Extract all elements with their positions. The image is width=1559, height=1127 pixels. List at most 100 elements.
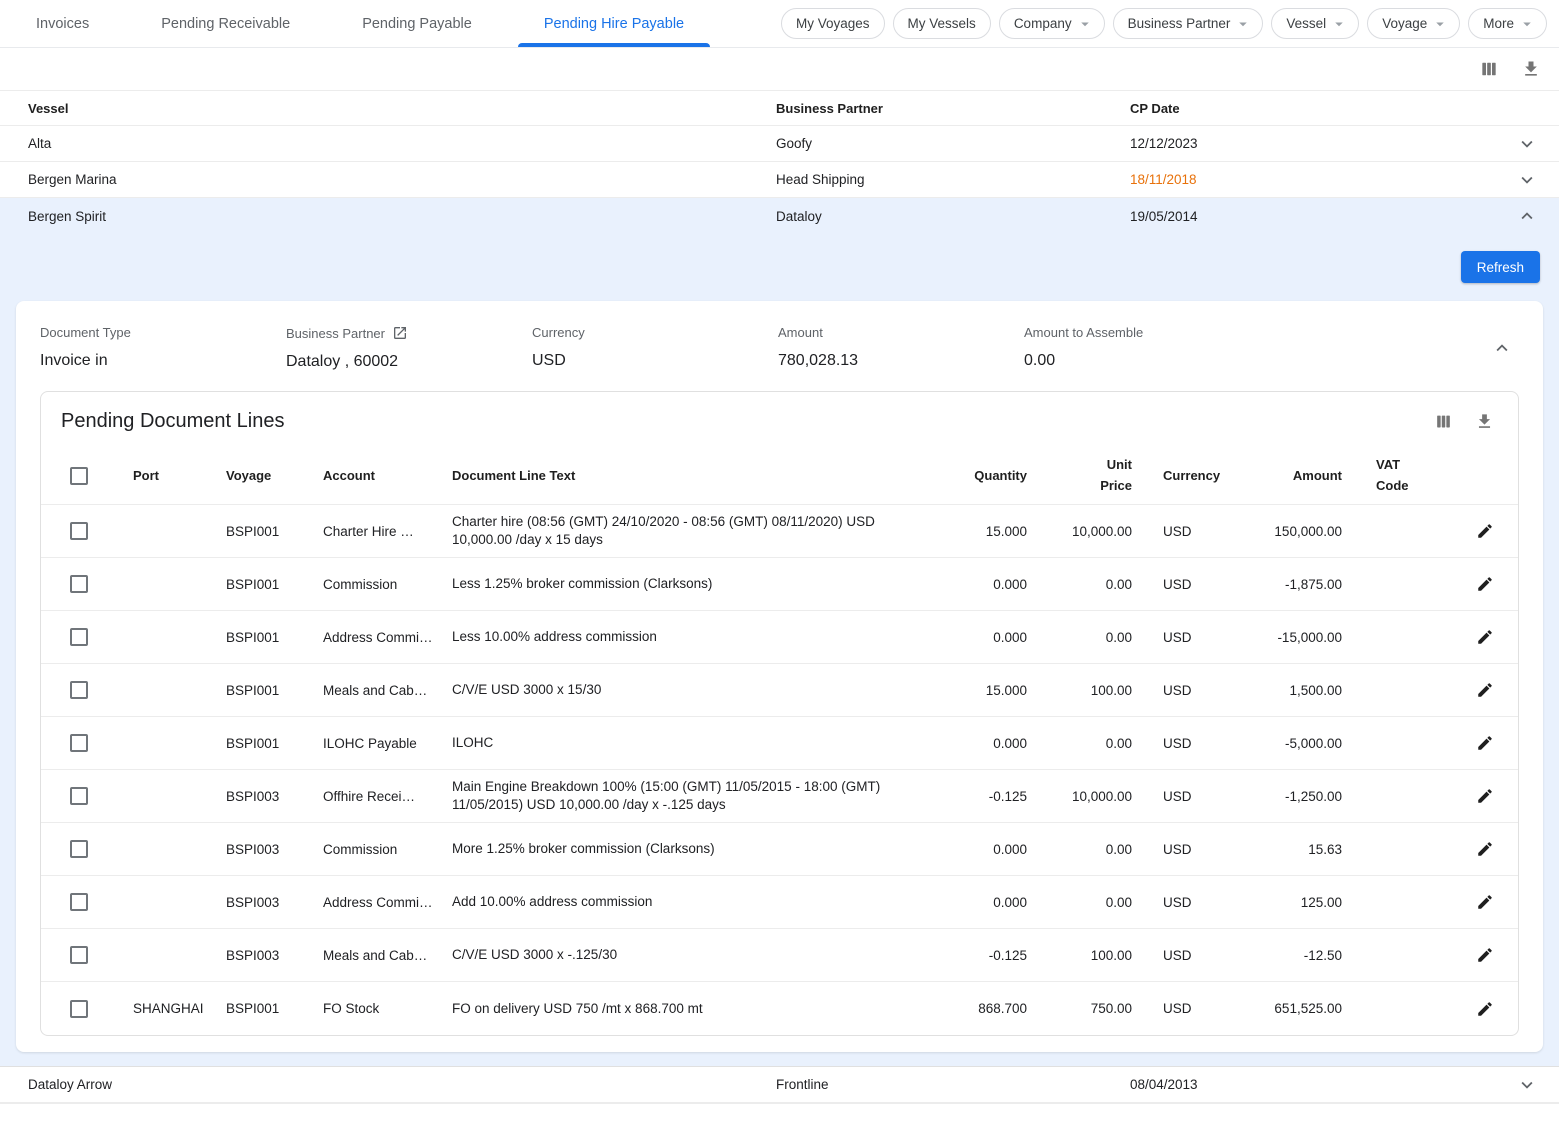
line-unit-price: 750.00 — [1027, 1001, 1132, 1016]
filter-chip-company[interactable]: Company — [999, 8, 1105, 39]
edit-icon[interactable] — [1476, 893, 1494, 911]
line-account: Meals and Cab… — [323, 948, 452, 963]
chevron-down-icon[interactable] — [1495, 1074, 1559, 1096]
line-checkbox[interactable] — [70, 575, 88, 593]
vessel-row-bergen-marina[interactable]: Bergen MarinaHead Shipping18/11/2018 — [0, 162, 1559, 198]
line-checkbox[interactable] — [70, 840, 88, 858]
line-voyage: BSPI001 — [226, 1001, 323, 1016]
line-text: C/V/E USD 3000 x -.125/30 — [452, 946, 937, 964]
line-quantity: 0.000 — [937, 842, 1027, 857]
line-voyage: BSPI001 — [226, 524, 323, 539]
line-unit-price: 100.00 — [1027, 948, 1132, 963]
line-checkbox[interactable] — [70, 628, 88, 646]
chevron-down-icon[interactable] — [1495, 133, 1559, 155]
download-icon[interactable] — [1521, 59, 1541, 79]
chevron-down-icon — [1234, 15, 1252, 33]
line-checkbox[interactable] — [70, 1000, 88, 1018]
document-type-value: Invoice in — [40, 352, 286, 370]
edit-icon[interactable] — [1476, 946, 1494, 964]
line-currency: USD — [1132, 630, 1232, 645]
edit-icon[interactable] — [1476, 575, 1494, 593]
column-header-currency: Currency — [1132, 468, 1232, 483]
document-line-row: BSPI003Offhire Recei…Main Engine Breakdo… — [41, 770, 1518, 823]
line-currency: USD — [1132, 736, 1232, 751]
chevron-down-icon[interactable] — [1495, 169, 1559, 191]
document-line-row: BSPI001Charter Hire …Charter hire (08:56… — [41, 505, 1518, 558]
line-text: ILOHC — [452, 734, 937, 752]
column-header-quantity: Quantity — [937, 468, 1027, 483]
refresh-button[interactable]: Refresh — [1461, 251, 1540, 283]
line-checkbox[interactable] — [70, 522, 88, 540]
expanded-panel: Refresh Document Type Invoice in Busines… — [0, 234, 1559, 1066]
select-all-checkbox[interactable] — [70, 467, 88, 485]
line-voyage: BSPI001 — [226, 630, 323, 645]
business-partner-name: Head Shipping — [776, 172, 1130, 187]
column-header-amount: Amount — [1232, 468, 1342, 483]
line-text: Charter hire (08:56 (GMT) 24/10/2020 - 0… — [452, 513, 937, 549]
edit-icon[interactable] — [1476, 681, 1494, 699]
vessel-row-bergen-spirit[interactable]: Bergen SpiritDataloy19/05/2014 — [0, 198, 1559, 234]
filter-chip-more[interactable]: More — [1468, 8, 1547, 39]
columns-icon[interactable] — [1479, 59, 1499, 79]
amount-to-assemble-label: Amount to Assemble — [1024, 325, 1270, 340]
edit-icon[interactable] — [1476, 787, 1494, 805]
edit-icon[interactable] — [1476, 840, 1494, 858]
vessel-row-alta[interactable]: AltaGoofy12/12/2023 — [0, 126, 1559, 162]
line-amount: 15.63 — [1232, 842, 1342, 857]
filter-chip-label: Company — [1014, 16, 1072, 31]
filter-chip-label: More — [1483, 16, 1514, 31]
column-header-port: Port — [133, 468, 226, 483]
vessel-name: Bergen Marina — [0, 172, 776, 187]
cp-date: 18/11/2018 — [1130, 172, 1495, 187]
vessel-name: Dataloy Arrow — [0, 1077, 776, 1092]
filter-chip-business-partner[interactable]: Business Partner — [1113, 8, 1264, 39]
edit-icon[interactable] — [1476, 1000, 1494, 1018]
line-currency: USD — [1132, 524, 1232, 539]
line-currency: USD — [1132, 1001, 1232, 1016]
line-text: Main Engine Breakdown 100% (15:00 (GMT) … — [452, 778, 937, 814]
line-voyage: BSPI003 — [226, 948, 323, 963]
vessel-row-dataloy-arrow[interactable]: Dataloy ArrowFrontline08/04/2013 — [0, 1067, 1559, 1103]
line-amount: 1,500.00 — [1232, 683, 1342, 698]
column-header-cp-date: CP Date — [1130, 101, 1495, 116]
filter-chip-my-vessels[interactable]: My Vessels — [893, 8, 991, 39]
line-checkbox[interactable] — [70, 787, 88, 805]
tab-pending-receivable[interactable]: Pending Receivable — [125, 0, 326, 47]
filter-chip-voyage[interactable]: Voyage — [1367, 8, 1460, 39]
tab-pending-payable[interactable]: Pending Payable — [326, 0, 508, 47]
line-checkbox[interactable] — [70, 681, 88, 699]
pending-lines-header: Port Voyage Account Document Line Text Q… — [41, 447, 1518, 505]
open-in-new-icon[interactable] — [392, 325, 408, 341]
line-checkbox[interactable] — [70, 893, 88, 911]
document-line-row: BSPI003CommissionMore 1.25% broker commi… — [41, 823, 1518, 876]
line-checkbox[interactable] — [70, 734, 88, 752]
cp-date: 08/04/2013 — [1130, 1077, 1495, 1092]
line-unit-price: 10,000.00 — [1027, 524, 1132, 539]
filter-chip-vessel[interactable]: Vessel — [1271, 8, 1359, 39]
tab-pending-hire-payable[interactable]: Pending Hire Payable — [508, 0, 720, 47]
line-voyage: BSPI003 — [226, 789, 323, 804]
line-currency: USD — [1132, 577, 1232, 592]
filter-chip-my-voyages[interactable]: My Voyages — [781, 8, 885, 39]
document-summary: Document Type Invoice in Business Partne… — [16, 301, 1543, 385]
column-header-vat-code: VAT Code — [1376, 455, 1420, 497]
line-text: FO on delivery USD 750 /mt x 868.700 mt — [452, 1000, 937, 1018]
line-text: Add 10.00% address commission — [452, 893, 937, 911]
edit-icon[interactable] — [1476, 734, 1494, 752]
line-quantity: 0.000 — [937, 895, 1027, 910]
line-quantity: 868.700 — [937, 1001, 1027, 1016]
download-icon[interactable] — [1475, 412, 1494, 431]
chevron-up-icon[interactable] — [1495, 205, 1559, 227]
tab-invoices[interactable]: Invoices — [0, 0, 125, 47]
business-partner-label: Business Partner — [286, 326, 385, 341]
columns-icon[interactable] — [1434, 412, 1453, 431]
collapse-document-chevron-icon[interactable] — [1491, 337, 1513, 359]
line-currency: USD — [1132, 789, 1232, 804]
line-amount: -12.50 — [1232, 948, 1342, 963]
document-line-row: BSPI001CommissionLess 1.25% broker commi… — [41, 558, 1518, 611]
filter-chip-label: My Voyages — [796, 16, 870, 31]
line-currency: USD — [1132, 842, 1232, 857]
line-checkbox[interactable] — [70, 946, 88, 964]
edit-icon[interactable] — [1476, 522, 1494, 540]
edit-icon[interactable] — [1476, 628, 1494, 646]
